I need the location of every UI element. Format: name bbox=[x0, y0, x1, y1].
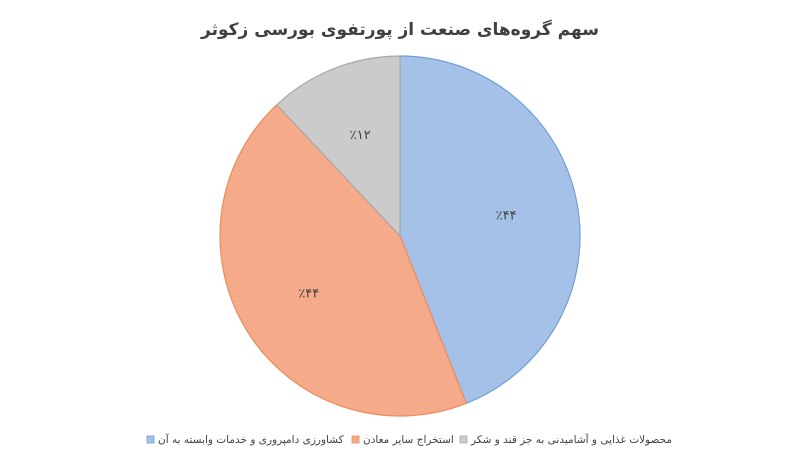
data-label: ٪۴۴ bbox=[298, 286, 319, 301]
pie-slice bbox=[399, 55, 581, 405]
pie-slice bbox=[219, 103, 468, 417]
legend-swatch bbox=[351, 435, 360, 444]
chart-title: سهم گروه‌های صنعت از پورتفوی بورسی زکوثر bbox=[200, 19, 599, 40]
legend-swatch bbox=[459, 435, 468, 444]
data-label: ٪۴۴ bbox=[496, 208, 517, 223]
legend-label: استخراج سایر معادن bbox=[363, 434, 454, 446]
legend-swatch bbox=[146, 435, 155, 444]
legend-label: محصولات غذایی و آشامیدنی به جز قند و شکر bbox=[470, 433, 672, 446]
data-label: ٪۱۲ bbox=[350, 128, 371, 143]
pie-slice bbox=[275, 55, 401, 238]
legend-label: کشاورزی دامپروری و خدمات وابسته به آن bbox=[158, 433, 344, 446]
